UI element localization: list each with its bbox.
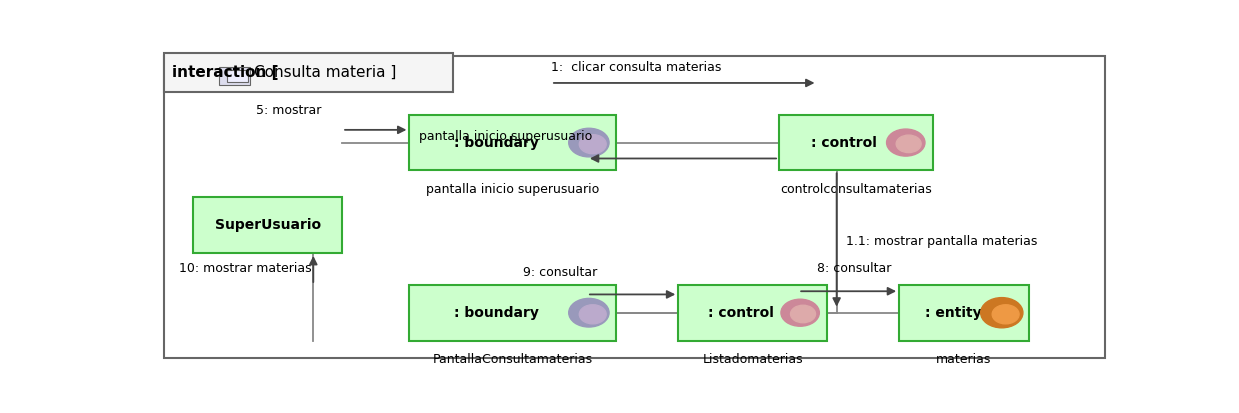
Text: : boundary: : boundary — [453, 306, 539, 320]
Text: Listadomaterias: Listadomaterias — [703, 353, 803, 366]
Text: 1.1: mostrar pantalla materias: 1.1: mostrar pantalla materias — [846, 235, 1037, 248]
Text: : control: : control — [810, 135, 876, 150]
FancyBboxPatch shape — [227, 70, 248, 82]
Text: pantalla inicio superusuario: pantalla inicio superusuario — [426, 183, 600, 196]
Text: : control: : control — [707, 306, 773, 320]
Ellipse shape — [569, 128, 610, 157]
Text: 8: consultar: 8: consultar — [818, 263, 892, 275]
Text: : boundary: : boundary — [453, 135, 539, 150]
FancyBboxPatch shape — [779, 115, 933, 171]
Text: SuperUsuario: SuperUsuario — [214, 218, 321, 232]
Text: pantalla inicio superusuario: pantalla inicio superusuario — [419, 130, 592, 143]
Ellipse shape — [580, 135, 606, 154]
Ellipse shape — [887, 129, 926, 156]
Ellipse shape — [992, 305, 1018, 324]
FancyBboxPatch shape — [193, 197, 342, 253]
Text: PantallaConsultamaterias: PantallaConsultamaterias — [432, 353, 592, 366]
FancyBboxPatch shape — [409, 285, 616, 341]
Ellipse shape — [580, 305, 606, 324]
Ellipse shape — [790, 305, 815, 323]
Text: controlconsultamaterias: controlconsultamaterias — [781, 183, 932, 196]
Text: materias: materias — [937, 353, 991, 366]
FancyBboxPatch shape — [409, 115, 616, 171]
Ellipse shape — [896, 135, 921, 152]
Text: interaction [: interaction [ — [172, 65, 279, 80]
Text: 5: mostrar: 5: mostrar — [255, 104, 321, 117]
FancyBboxPatch shape — [900, 285, 1028, 341]
Text: 1:  clicar consulta materias: 1: clicar consulta materias — [551, 61, 721, 74]
Text: 9: consultar: 9: consultar — [523, 266, 597, 279]
FancyBboxPatch shape — [219, 67, 250, 85]
Ellipse shape — [781, 299, 819, 326]
Ellipse shape — [981, 298, 1023, 328]
Text: : entity: : entity — [926, 306, 981, 320]
Text: 10: mostrar materias: 10: mostrar materias — [178, 263, 311, 275]
FancyBboxPatch shape — [678, 285, 828, 341]
Ellipse shape — [569, 299, 610, 327]
FancyBboxPatch shape — [165, 53, 452, 93]
Text: Consulta materia ]: Consulta materia ] — [254, 65, 396, 80]
